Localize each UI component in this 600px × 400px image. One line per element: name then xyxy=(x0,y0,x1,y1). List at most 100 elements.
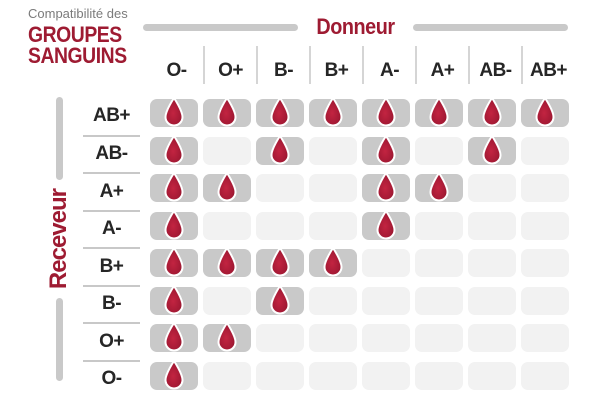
cell-pill-compatible xyxy=(150,359,198,390)
compatibility-cell xyxy=(468,210,521,248)
cell-pill-compatible xyxy=(256,247,304,277)
compatibility-cell xyxy=(203,285,256,323)
compatibility-cell xyxy=(256,210,309,248)
cell-pill-incompatible xyxy=(521,174,569,202)
receiver-type-label: A- xyxy=(83,209,140,248)
cell-pill-incompatible xyxy=(309,361,357,390)
receiver-axis-bottom-bar xyxy=(55,298,63,382)
compatibility-cell xyxy=(150,209,203,248)
blood-drop-icon xyxy=(376,134,396,164)
compatibility-cell xyxy=(415,97,468,135)
compatibility-cell xyxy=(150,172,203,210)
blood-drop-icon xyxy=(323,247,343,277)
blood-drop-icon xyxy=(482,97,502,127)
donor-axis: Donneur xyxy=(143,13,569,41)
compatibility-cell xyxy=(362,209,415,248)
blood-drop-icon xyxy=(429,97,449,127)
cell-pill-incompatible xyxy=(468,249,516,277)
compatibility-cell xyxy=(150,322,203,360)
compatibility-cell xyxy=(415,210,468,248)
blood-drop-icon xyxy=(164,97,184,127)
compatibility-cell xyxy=(203,210,256,248)
compatibility-cell xyxy=(468,285,521,323)
compatibility-cell xyxy=(468,134,521,173)
donor-type-headers: O- O+ B- B+ A- A+ AB- AB+ xyxy=(150,46,574,84)
compatibility-cell xyxy=(415,135,468,173)
donor-type-header: O- xyxy=(166,60,187,81)
receiver-axis: Receveur xyxy=(45,97,72,382)
blood-drop-icon xyxy=(270,97,290,127)
cell-pill-incompatible xyxy=(309,324,357,352)
cell-pill-compatible xyxy=(309,247,357,277)
donor-type-header: A+ xyxy=(415,46,468,84)
cell-pill-compatible xyxy=(415,172,463,202)
cell-pill-compatible xyxy=(203,247,251,277)
cell-pill-incompatible xyxy=(415,361,463,390)
title-line2: SANGUINS xyxy=(28,43,127,68)
cell-pill-incompatible xyxy=(362,324,410,352)
compatibility-cell xyxy=(150,247,203,285)
compatibility-cell xyxy=(468,97,521,135)
compatibility-cell xyxy=(521,210,574,248)
blood-drop-icon xyxy=(164,134,184,164)
cell-pill-incompatible xyxy=(468,324,516,352)
compatibility-cell xyxy=(521,97,574,135)
cell-pill-compatible xyxy=(256,134,304,165)
cell-pill-incompatible xyxy=(309,174,357,202)
receiver-axis-label: Receveur xyxy=(45,188,72,290)
compatibility-cell xyxy=(256,172,309,210)
compatibility-cell xyxy=(521,322,574,360)
compatibility-cell xyxy=(150,134,203,173)
compatibility-cell xyxy=(362,172,415,210)
cell-pill-compatible xyxy=(203,97,251,127)
cell-pill-compatible xyxy=(256,284,304,315)
compatibility-cell xyxy=(203,247,256,285)
cell-pill-compatible xyxy=(309,97,357,127)
cell-pill-compatible xyxy=(150,172,198,202)
compatibility-cell xyxy=(415,360,468,398)
donor-axis-right-bar xyxy=(412,23,569,31)
blood-drop-icon xyxy=(217,322,237,352)
cell-pill-incompatible xyxy=(362,286,410,315)
compatibility-cell xyxy=(309,285,362,323)
compatibility-cell xyxy=(309,210,362,248)
title-line1: GROUPES xyxy=(28,22,122,47)
compatibility-cell xyxy=(468,322,521,360)
receiver-type-label: O+ xyxy=(83,322,140,360)
cell-pill-incompatible xyxy=(415,324,463,352)
compatibility-cell xyxy=(309,135,362,173)
blood-drop-icon xyxy=(164,322,184,352)
donor-type-header: AB+ xyxy=(521,46,574,84)
cell-pill-compatible xyxy=(150,247,198,277)
blood-drop-icon xyxy=(164,284,184,314)
cell-pill-incompatible xyxy=(521,286,569,315)
compatibility-cell xyxy=(362,97,415,135)
compatibility-cell xyxy=(150,284,203,323)
cell-pill-incompatible xyxy=(415,249,463,277)
cell-pill-compatible xyxy=(150,134,198,165)
compatibility-cell xyxy=(415,172,468,210)
compatibility-cell xyxy=(203,97,256,135)
cell-pill-compatible xyxy=(521,97,569,127)
compatibility-cell xyxy=(415,247,468,285)
receiver-axis-top-bar xyxy=(55,97,63,180)
cell-pill-incompatible xyxy=(256,211,304,240)
compatibility-cell xyxy=(309,360,362,398)
blood-drop-icon xyxy=(217,247,237,277)
compatibility-cell xyxy=(150,359,203,398)
receiver-type-label: AB- xyxy=(83,134,140,173)
cell-pill-incompatible xyxy=(309,136,357,165)
donor-type-header: O+ xyxy=(203,46,256,84)
blood-drop-icon xyxy=(164,209,184,239)
cell-pill-compatible xyxy=(362,209,410,240)
compatibility-cell xyxy=(150,97,203,135)
compatibility-cell xyxy=(203,322,256,360)
cell-pill-incompatible xyxy=(309,286,357,315)
cell-pill-incompatible xyxy=(203,136,251,165)
blood-drop-icon xyxy=(270,134,290,164)
cell-pill-incompatible xyxy=(256,324,304,352)
cell-pill-incompatible xyxy=(309,211,357,240)
cell-pill-compatible xyxy=(203,322,251,352)
blood-drop-icon xyxy=(376,172,396,202)
